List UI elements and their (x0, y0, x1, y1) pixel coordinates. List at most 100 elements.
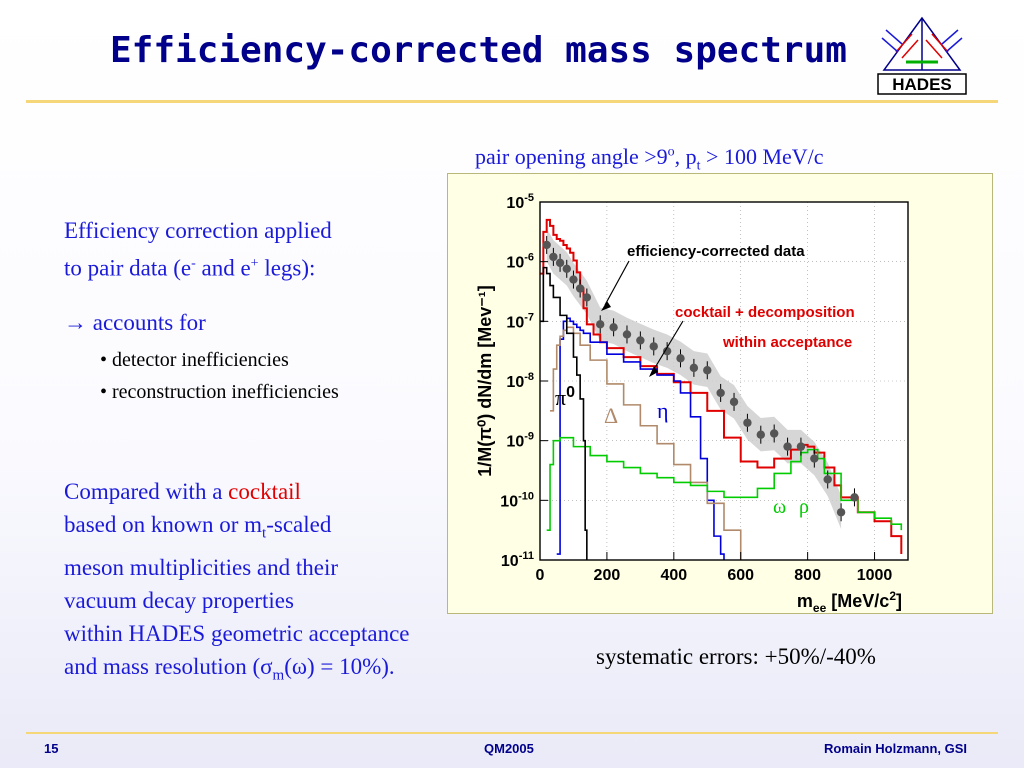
series-delta-line (550, 326, 742, 560)
data-point (836, 503, 846, 522)
efficiency-description: Efficiency correction applied to pair da… (64, 218, 332, 281)
data-point (662, 342, 672, 361)
annotation-rho: ρ (799, 496, 809, 518)
data-point (850, 488, 859, 507)
data-marker (542, 240, 551, 250)
annotation-acceptance: within acceptance (722, 334, 852, 351)
selection-condition: pair opening angle >9o, pt > 100 MeV/c (475, 144, 824, 174)
data-point (562, 259, 571, 278)
y-tick-label: 10-6 (506, 252, 534, 272)
slide-title: Efficiency-corrected mass spectrum (110, 30, 847, 71)
data-point (810, 449, 819, 468)
data-point (823, 470, 832, 489)
data-point (676, 349, 685, 368)
data-marker (582, 293, 592, 302)
data-point (769, 424, 779, 443)
data-marker (575, 284, 585, 293)
data-point (649, 337, 658, 356)
data-point (743, 413, 752, 432)
data-marker (756, 430, 765, 439)
title-underline (26, 100, 998, 103)
footer-author: Romain Holzmann, GSI (824, 741, 968, 756)
data-point (542, 235, 551, 254)
data-point (729, 392, 739, 411)
series-pi0-line (540, 266, 588, 560)
mass-spectrum-chart: 0 200 400 600 800 1000 10-11 10-10 10-9 10-8 10-7 1… (475, 192, 909, 614)
data-marker (596, 320, 605, 329)
x-axis-label: mee [MeV/c2] (797, 589, 902, 614)
data-point (689, 358, 699, 377)
x-tick-label: 1000 (857, 567, 893, 584)
systematic-errors: systematic errors: +50%/-40% (596, 644, 876, 669)
data-point (756, 425, 765, 444)
data-point (555, 253, 565, 272)
data-point (636, 331, 645, 350)
footer-center: QM2005 (484, 741, 534, 756)
data-point (783, 437, 792, 456)
data-marker (622, 330, 632, 339)
data-marker (703, 366, 712, 375)
data-marker (562, 264, 571, 274)
data-marker (636, 336, 645, 345)
bullet-list: • detector inefficiencies • reconstructi… (100, 344, 339, 408)
data-marker (810, 454, 819, 463)
annotation-data: efficiency-corrected data (627, 243, 805, 260)
series-eta-line (556, 317, 725, 560)
series-omega_rho-line (546, 436, 903, 531)
y-tick-label: 10-5 (506, 192, 534, 212)
x-tick-label: 600 (727, 567, 754, 584)
data-point (575, 279, 585, 298)
annotation-cocktail-arrow (652, 320, 684, 372)
data-marker (555, 258, 565, 268)
cocktail-description: Compared with a cocktail based on known … (64, 479, 410, 684)
data-marker (609, 323, 618, 332)
data-point (716, 383, 725, 402)
data-marker (823, 475, 832, 484)
data-marker (649, 342, 658, 351)
data-point (569, 270, 578, 289)
x-tick-label: 200 (594, 567, 621, 584)
data-marker (676, 354, 685, 363)
accounts-for-line: → accounts for (64, 310, 206, 335)
list-item: • reconstruction inefficiencies (100, 381, 339, 403)
data-point (703, 361, 712, 380)
systematic-band (546, 228, 842, 529)
annotation-pi0: π0 (555, 384, 575, 410)
y-tick-label: 10-9 (506, 431, 534, 451)
annotation-cocktail: cocktail + decomposition (675, 304, 855, 321)
data-marker (850, 493, 859, 502)
data-point (622, 325, 632, 344)
data-point (596, 315, 605, 334)
list-item: • detector inefficiencies (100, 349, 289, 371)
page-number: 15 (44, 741, 59, 756)
annotation-cocktail-arrowhead (649, 366, 658, 377)
annotation-data-arrowhead (601, 301, 611, 311)
data-point (582, 288, 592, 307)
arrow-icon: → (64, 310, 87, 335)
data-point (796, 437, 806, 456)
annotation-delta: Δ (604, 403, 618, 428)
y-tick-label: 10-8 (506, 371, 534, 391)
x-tick-label: 400 (660, 567, 687, 584)
data-marker (836, 508, 846, 517)
hades-logo-emblem (881, 16, 963, 71)
data-point (609, 318, 618, 337)
x-tick-label: 0 (536, 567, 545, 584)
data-marker (783, 442, 792, 451)
x-tick-label: 800 (794, 567, 821, 584)
annotation-eta: η (657, 398, 669, 423)
y-tick-label: 10-11 (501, 550, 534, 570)
data-marker (689, 363, 699, 373)
y-tick-label: 10-7 (506, 311, 534, 331)
hades-logo: HADES (877, 16, 967, 95)
logo-text: HADES (892, 75, 952, 94)
data-marker (796, 442, 806, 451)
annotation-data-arrow (604, 260, 630, 306)
y-axis-label: 1/M(π⁰) dN/dm [Mev⁻¹] (475, 285, 495, 477)
data-marker (769, 429, 779, 438)
footer-rule (26, 732, 998, 734)
data-marker (569, 275, 578, 284)
annotation-omega: ω (773, 496, 786, 518)
data-marker (743, 418, 752, 427)
y-tick-label: 10-10 (500, 490, 534, 510)
